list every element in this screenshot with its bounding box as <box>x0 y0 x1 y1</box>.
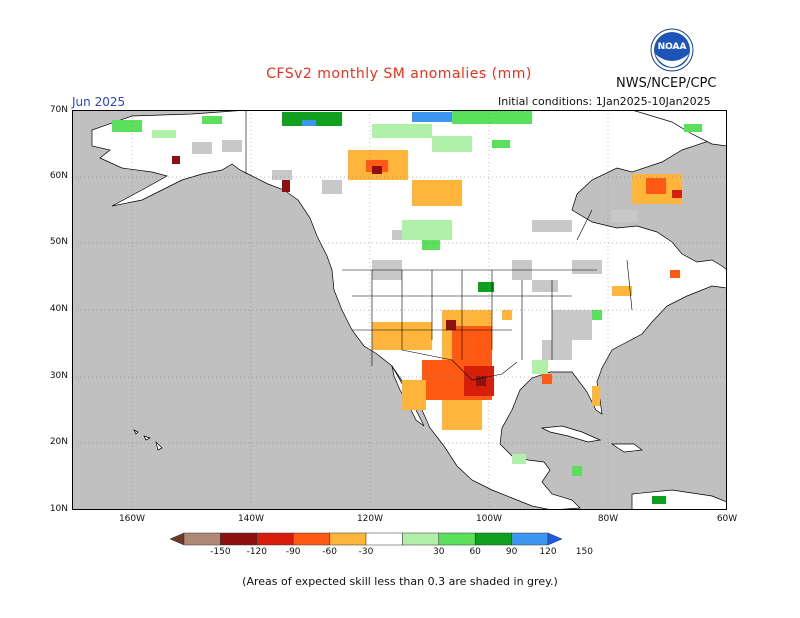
colorbar-label: 90 <box>505 547 518 557</box>
colorbar-segment <box>511 532 549 546</box>
colorbar-label: -60 <box>322 547 337 557</box>
lon-label: 80W <box>597 514 619 524</box>
lat-label: 20N <box>49 437 68 447</box>
political-boundaries <box>245 110 633 381</box>
forecast-month: Jun 2025 <box>72 95 126 109</box>
colorbar-segment <box>438 532 476 546</box>
colorbar-label: -120 <box>246 547 268 557</box>
noaa-logo-text: NOAA <box>658 42 687 52</box>
colorbar-label: -30 <box>358 547 374 557</box>
lon-label: 140W <box>237 514 265 524</box>
colorbar-label: -150 <box>210 547 231 557</box>
colorbar-segment <box>292 532 330 546</box>
colorbar-label: -90 <box>285 547 301 557</box>
colorbar-label: 60 <box>469 547 481 557</box>
noaa-logo: NOAA <box>650 28 694 76</box>
map-frame <box>72 110 727 510</box>
lat-label: 10N <box>49 504 68 514</box>
colorbar-high-arrow <box>547 532 563 546</box>
lon-label: 100W <box>475 514 503 524</box>
colorbar-segment <box>365 532 403 546</box>
colorbar-segment <box>329 532 367 546</box>
footnote: (Areas of expected skill less than 0.3 a… <box>242 575 558 588</box>
map-title: CFSv2 monthly SM anomalies (mm) <box>266 66 532 82</box>
colorbar-label: 30 <box>433 547 445 557</box>
colorbar-label: 120 <box>539 547 557 557</box>
lat-label: 50N <box>49 237 68 247</box>
lon-label: 160W <box>118 514 146 524</box>
low-skill-areas <box>192 142 638 360</box>
initial-conditions: Initial conditions: 1Jan2025-10Jan2025 <box>498 95 711 108</box>
lat-label: 60N <box>49 171 68 181</box>
colorbar-segment <box>474 532 512 546</box>
lat-label: 40N <box>49 304 68 314</box>
colorbar-low-arrow <box>170 532 185 546</box>
graticule <box>72 110 727 510</box>
lat-label: 30N <box>49 371 68 381</box>
colorbar-segment <box>402 532 440 546</box>
soil-moisture-anomaly-map <box>72 110 727 510</box>
colorbar-segment <box>256 532 294 546</box>
lat-label: 70N <box>49 105 68 115</box>
anomaly-cells <box>112 110 702 504</box>
colorbar-label: 150 <box>575 547 593 557</box>
colorbar-segment <box>183 532 221 546</box>
agency-label: NWS/NCEP/CPC <box>616 76 717 91</box>
colorbar-segment <box>220 532 258 546</box>
lon-label: 60W <box>716 514 738 524</box>
lon-label: 120W <box>356 514 384 524</box>
colorbar <box>170 532 563 546</box>
